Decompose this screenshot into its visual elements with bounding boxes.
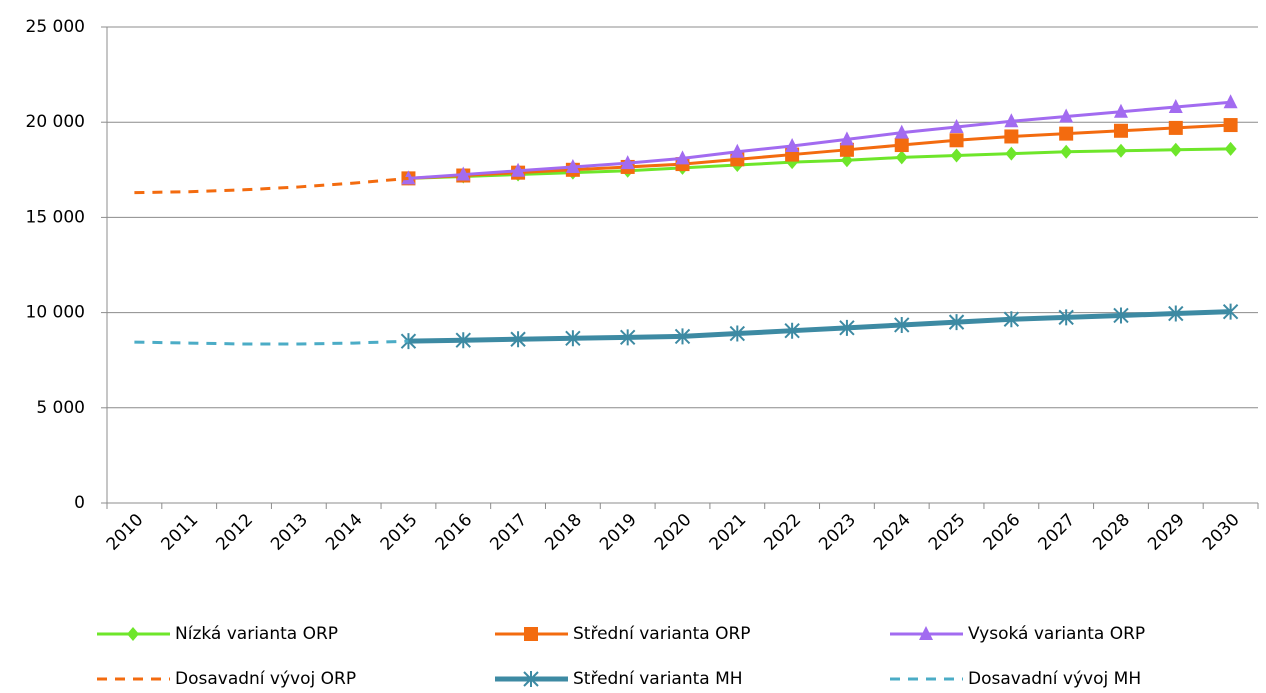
data-point [1222, 303, 1239, 320]
data-point [1168, 305, 1184, 322]
data-point [1058, 309, 1074, 326]
data-point [511, 162, 526, 177]
x-tick-label: 2026 [980, 510, 1025, 555]
data-point [1059, 126, 1074, 141]
data-point [1004, 129, 1019, 144]
y-tick-label: 0 [74, 493, 85, 513]
data-point [839, 142, 854, 157]
x-tick-label: 2017 [486, 510, 531, 555]
x-tick-label: 2010 [103, 510, 148, 555]
data-point [1224, 141, 1237, 156]
data-point [894, 124, 909, 139]
data-point [1005, 146, 1018, 161]
x-tick-label: 2018 [541, 510, 586, 555]
data-point [1168, 120, 1183, 135]
x-tick-label: 2028 [1089, 510, 1134, 555]
x-tick-label: 2020 [651, 510, 696, 555]
data-point [784, 322, 800, 339]
x-tick-label: 2025 [925, 510, 970, 555]
data-point [949, 133, 964, 148]
data-point [1004, 113, 1019, 128]
y-tick-label: 20 000 [26, 112, 85, 132]
legend-item: Dosavadní vývoj MH [890, 669, 1141, 689]
data-point [1060, 144, 1073, 159]
x-tick-label: 2024 [870, 510, 915, 555]
data-point [1168, 98, 1183, 113]
legend-marker [523, 671, 539, 687]
data-point [729, 325, 746, 342]
legend-label: Nízká varianta ORP [175, 624, 338, 644]
x-tick-label: 2014 [322, 510, 367, 555]
x-tick-label: 2022 [760, 510, 805, 555]
data-point [1113, 103, 1128, 118]
data-point [894, 316, 910, 333]
data-point [949, 118, 964, 133]
data-point [730, 143, 745, 158]
data-point [401, 170, 416, 185]
legend-item: Střední varianta ORP [495, 624, 751, 644]
series-line [408, 309, 1231, 344]
data-point [1223, 94, 1238, 109]
legend-label: Střední varianta MH [573, 669, 743, 689]
data-point [565, 158, 580, 173]
data-point [1113, 307, 1129, 324]
data-point [948, 314, 965, 331]
series-line [408, 147, 1231, 180]
y-tick-label: 5 000 [36, 398, 85, 418]
legend-marker [127, 627, 139, 641]
x-tick-label: 2016 [432, 510, 477, 555]
series-line [134, 176, 409, 195]
data-point [950, 148, 963, 163]
x-tick-label: 2011 [158, 510, 203, 555]
x-tick-label: 2023 [815, 510, 860, 555]
x-tick-label: 2015 [377, 510, 422, 555]
y-tick-label: 15 000 [26, 207, 85, 227]
data-point [894, 138, 909, 153]
x-tick-label: 2030 [1199, 510, 1244, 555]
data-point [1059, 108, 1074, 123]
data-point [510, 331, 526, 348]
data-point [1003, 311, 1020, 328]
data-point [1113, 123, 1128, 138]
data-point [839, 131, 854, 146]
data-point [785, 138, 800, 152]
y-tick-label: 10 000 [26, 303, 85, 323]
legend-label: Vysoká varianta ORP [968, 624, 1145, 644]
data-point [1169, 142, 1182, 157]
data-point [839, 319, 855, 336]
legend-marker [919, 626, 933, 640]
legend-item: Vysoká varianta ORP [890, 624, 1145, 644]
x-tick-label: 2019 [596, 510, 641, 555]
x-tick-label: 2021 [706, 510, 751, 555]
series-line [408, 123, 1231, 180]
data-point [674, 328, 691, 345]
legend-item: Střední varianta MH [495, 669, 743, 689]
data-point [620, 155, 635, 170]
legend-label: Střední varianta ORP [573, 624, 751, 644]
legend-marker [524, 627, 538, 641]
data-point [565, 330, 581, 347]
x-tick-label: 2029 [1144, 510, 1189, 555]
x-tick-label: 2012 [212, 510, 257, 555]
x-tick-label: 2027 [1035, 510, 1080, 555]
data-point [675, 150, 690, 165]
series-line [408, 100, 1231, 180]
legend-label: Dosavadní vývoj MH [968, 669, 1141, 689]
series-line [134, 339, 409, 346]
data-point [455, 332, 471, 349]
data-point [619, 329, 636, 346]
legend-item: Nízká varianta ORP [97, 624, 338, 644]
x-tick-label: 2013 [267, 510, 312, 555]
data-point [1114, 143, 1127, 158]
y-tick-label: 25 000 [26, 17, 85, 37]
data-point [1223, 118, 1238, 133]
data-point [895, 150, 908, 165]
legend-item: Dosavadní vývoj ORP [97, 669, 356, 689]
legend-label: Dosavadní vývoj ORP [175, 669, 356, 689]
data-point [456, 166, 471, 181]
